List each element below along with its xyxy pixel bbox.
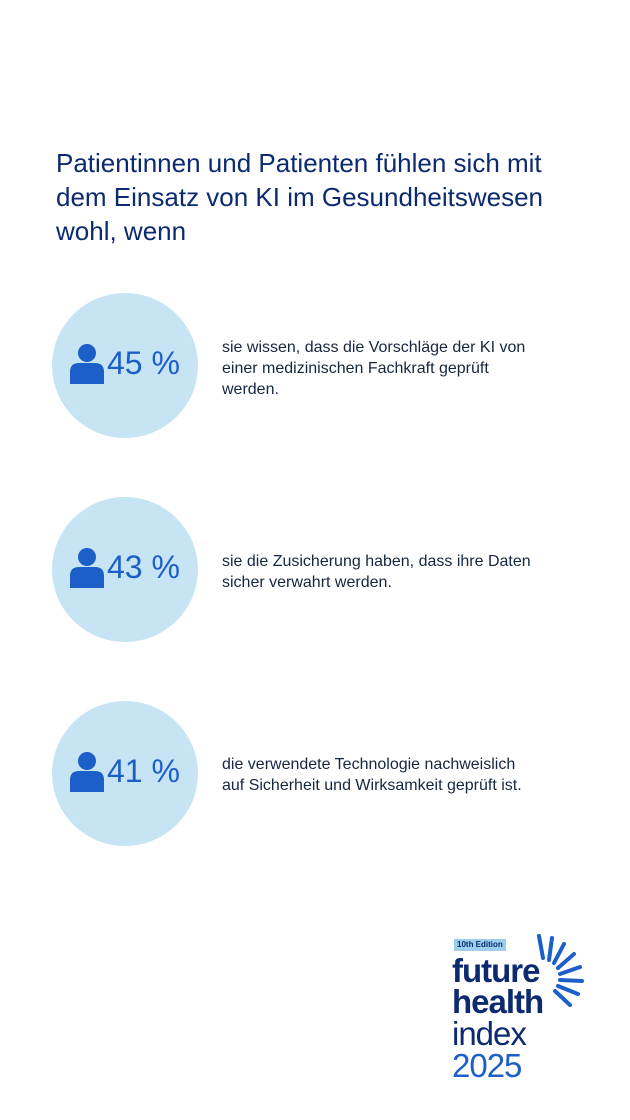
title-line: wohl, wenn: [56, 216, 187, 246]
logo-word-future: future: [452, 952, 540, 989]
stat-value: 45 %: [107, 345, 180, 381]
person-icon: [70, 344, 104, 384]
stat-value: 41 %: [107, 753, 180, 789]
stat-row: 41 % die verwendete Technologie nachweis…: [0, 701, 630, 846]
stat-circle: 43 %: [52, 497, 198, 642]
desc-line: werden.: [222, 381, 279, 398]
stat-row: 45 % sie wissen, dass die Vorschläge der…: [0, 293, 630, 438]
logo-word-health: health: [452, 983, 544, 1020]
stat-value: 43 %: [107, 549, 180, 585]
stat-description: die verwendete Technologie nachweislich …: [222, 754, 582, 796]
sunburst-icon: [537, 934, 584, 1007]
stat-description: sie wissen, dass die Vorschläge der KI v…: [222, 337, 582, 400]
stat-circle: 41 %: [52, 701, 198, 846]
person-icon: [70, 752, 104, 792]
title-line: dem Einsatz von KI im Gesundheitswesen: [56, 182, 544, 212]
desc-line: sie die Zusicherung haben, dass ihre Dat…: [222, 553, 531, 570]
desc-line: sie wissen, dass die Vorschläge der KI v…: [222, 339, 526, 356]
stat-description: sie die Zusicherung haben, dass ihre Dat…: [222, 551, 582, 593]
stat-circle: 45 %: [52, 293, 198, 438]
desc-line: auf Sicherheit und Wirksamkeit geprüft i…: [222, 777, 522, 794]
desc-line: einer medizinischen Fachkraft geprüft: [222, 360, 489, 377]
person-icon: [70, 548, 104, 588]
future-health-index-logo: 10th Edition future health index 2025: [450, 928, 600, 1088]
logo-year: 2025: [452, 1047, 522, 1084]
logo-word-index: index: [452, 1015, 527, 1052]
title-line: Patientinnen und Patienten fühlen sich m…: [56, 148, 542, 178]
desc-line: die verwendete Technologie nachweislich: [222, 756, 516, 773]
chart-title: Patientinnen und Patienten fühlen sich m…: [56, 146, 596, 248]
stat-row: 43 % sie die Zusicherung haben, dass ihr…: [0, 497, 630, 642]
edition-badge: 10th Edition: [454, 939, 506, 951]
desc-line: sicher verwahrt werden.: [222, 574, 392, 591]
